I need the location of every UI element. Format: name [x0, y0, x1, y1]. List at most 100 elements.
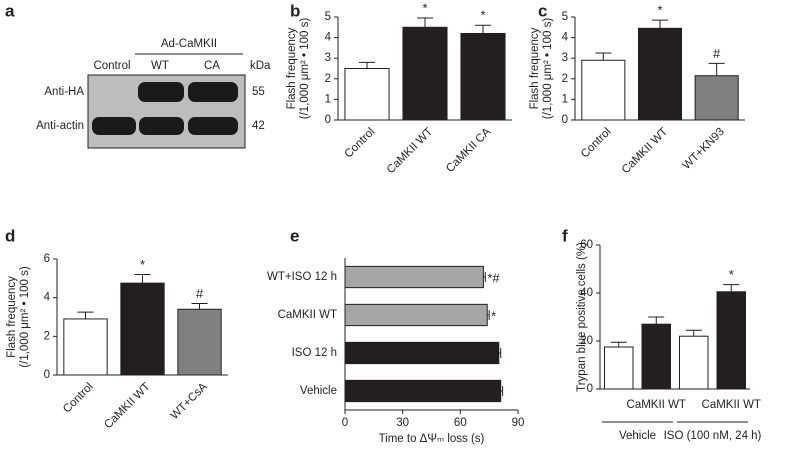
error-bar	[134, 273, 151, 284]
x-tick-label: CaMKII CA	[444, 126, 493, 175]
x-tick-label: Control	[579, 126, 614, 161]
kda-label: 55	[252, 86, 265, 98]
annotation: *	[422, 0, 427, 15]
annotation: *#	[487, 270, 500, 285]
annotation: *	[729, 267, 734, 282]
y-tick-label: 1	[562, 93, 568, 105]
y-axis-label: Flash frequency	[6, 276, 18, 358]
error-bar	[685, 329, 702, 337]
y-tick-label: Vehicle	[300, 385, 337, 397]
y-tick-label: 0	[44, 369, 50, 381]
x-tick-label: Control	[343, 126, 378, 161]
annotation: #	[713, 46, 721, 61]
annotation: *	[140, 257, 145, 272]
error-bar	[77, 311, 94, 319]
lane-label: Control	[93, 60, 130, 72]
y-tick-label: 4	[562, 32, 569, 44]
error-bar	[191, 302, 208, 310]
y-tick-label: 3	[562, 52, 568, 64]
group-label: ISO (100 nM, 24 h)	[664, 430, 762, 442]
y-axis-label: Flash frequency	[286, 27, 298, 109]
bar	[344, 68, 390, 121]
x-tick-label: CaMKII WT	[702, 399, 761, 411]
kda-label: 42	[252, 120, 265, 132]
error-bar	[487, 310, 490, 320]
annotation: *	[491, 308, 496, 323]
y-axis-label: (/1,000 μm² • 100 s)	[299, 18, 311, 120]
lane-label: WT	[151, 60, 169, 72]
y-tick-label: 60	[580, 239, 593, 251]
bar	[460, 32, 506, 121]
bar	[641, 323, 671, 390]
y-tick-label: 1	[325, 93, 331, 105]
bar	[63, 318, 108, 376]
panel-label: c	[538, 1, 547, 20]
y-axis-label: (/1,000 μm² • 100 s)	[542, 18, 554, 120]
x-tick-label: CaMKII WT	[102, 381, 153, 432]
bar	[344, 379, 502, 403]
error-bar	[648, 316, 665, 325]
x-tick-label: 60	[454, 417, 467, 429]
bar	[177, 308, 222, 376]
panel-label: b	[290, 1, 300, 20]
unit-label: kDa	[250, 60, 271, 72]
y-tick-label: ISO 12 h	[292, 347, 337, 359]
y-tick-label: 40	[580, 287, 593, 299]
error-bar	[708, 62, 725, 76]
x-tick-label: CaMKII WT	[627, 399, 686, 411]
lane-label: CA	[204, 60, 220, 72]
error-bar	[483, 272, 486, 282]
bar	[679, 335, 709, 390]
y-tick-label: 4	[325, 32, 332, 44]
y-tick-label: 6	[44, 253, 50, 265]
bar	[344, 303, 488, 327]
y-tick-label: 5	[325, 11, 331, 23]
x-tick-label: CaMKII WT	[385, 126, 436, 177]
group-label: Vehicle	[619, 430, 656, 442]
bar	[604, 346, 634, 390]
x-tick-label: WT+KN93	[681, 126, 727, 172]
bar	[402, 26, 448, 121]
y-axis-label: Trypan blue positive cells (%)	[576, 242, 588, 392]
y-tick-label: 4	[44, 292, 51, 304]
error-bar	[610, 341, 627, 347]
panel-label: d	[5, 226, 15, 245]
panel-label: f	[562, 226, 568, 245]
x-tick-label: WT+CsA	[169, 381, 210, 422]
y-tick-label: 20	[580, 335, 593, 347]
blot-group-label: Ad-CaMKII	[161, 38, 217, 50]
bar	[716, 291, 746, 390]
y-tick-label: 3	[325, 52, 331, 64]
error-bar	[498, 348, 502, 358]
y-tick-label: 0	[562, 114, 568, 126]
error-bar	[595, 52, 612, 61]
y-tick-label: 5	[562, 11, 568, 23]
y-axis-label: (/1,000 μm² • 100 s)	[19, 266, 31, 368]
bar	[120, 282, 165, 376]
x-tick-label: CaMKII WT	[620, 126, 671, 177]
y-tick-label: CaMKII WT	[278, 309, 337, 321]
panel-label: e	[290, 226, 299, 245]
error-bar	[417, 17, 433, 28]
y-tick-label: 2	[562, 73, 568, 85]
bar	[637, 27, 683, 121]
x-axis-label: Time to ΔΨₘ loss (s)	[379, 433, 485, 445]
blot-image	[87, 53, 246, 149]
bar	[344, 341, 500, 365]
y-tick-label: 0	[587, 383, 593, 395]
x-tick-label: 90	[512, 417, 525, 429]
row-label: Anti-HA	[44, 86, 84, 98]
x-tick-label: 0	[342, 417, 348, 429]
error-bar	[475, 24, 491, 34]
y-axis-label: Flash frequency	[529, 27, 541, 109]
annotation: *	[657, 3, 662, 18]
y-tick-label: 2	[325, 73, 331, 85]
annotation: #	[196, 286, 204, 301]
bar	[694, 75, 739, 121]
bar	[344, 265, 484, 289]
error-bar	[652, 19, 668, 29]
error-bar	[359, 61, 375, 69]
x-tick-label: 30	[396, 417, 409, 429]
y-tick-label: 0	[325, 114, 331, 126]
